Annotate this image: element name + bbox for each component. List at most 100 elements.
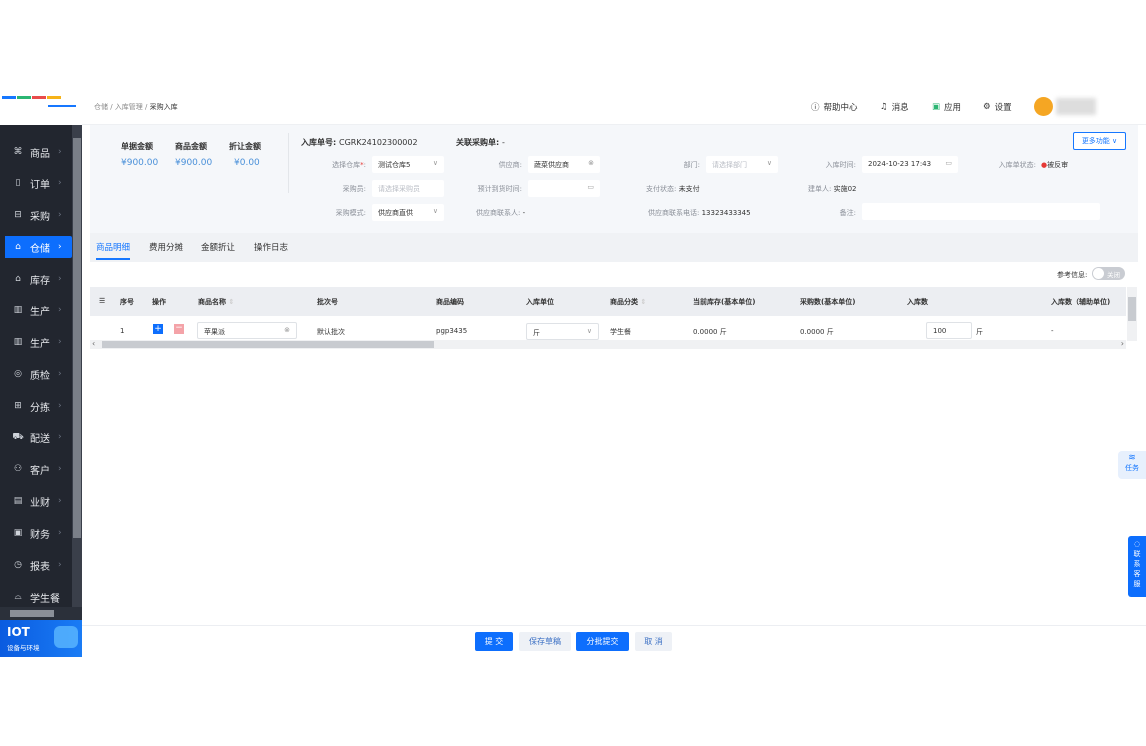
column-settings-icon[interactable]: ☰ (99, 297, 106, 305)
label: 分拣 (30, 402, 50, 414)
summary-label: 单据金额 (121, 142, 153, 151)
buyer-select[interactable]: 请选择采购员 (372, 180, 444, 197)
user-name-blurred[interactable] (1056, 98, 1096, 115)
batch-submit-button[interactable]: 分批提交 (576, 632, 629, 651)
mode-select[interactable]: 供应商直供 ∨ (372, 204, 444, 221)
tab-goods-detail[interactable]: 商品明细 (96, 241, 131, 260)
table-v-scrollbar[interactable] (1127, 287, 1137, 341)
summary-label: 折让金额 (229, 142, 261, 151)
sidebar-item-production[interactable]: ▥ 生产 › (0, 299, 72, 321)
summary-value: ¥900.00 (121, 158, 159, 168)
sidebar-item-reports[interactable]: ◷ 报表 › (0, 554, 72, 576)
pay-status: 支付状态: 未支付 (646, 185, 700, 193)
contact-service-button[interactable]: ◌ 联系客服 (1128, 536, 1146, 597)
sidebar-item-orders[interactable]: ▯ 订单 › (0, 172, 72, 194)
sidebar-item-delivery[interactable]: ⛟ 配送 › (0, 426, 72, 448)
apps-link[interactable]: ▣ 应用 (932, 101, 961, 113)
status-badge: ●被反审 (1041, 161, 1069, 169)
sidebar-item-finance[interactable]: ▣ 财务 › (0, 522, 72, 544)
dept-select[interactable]: 请选择部门 ∨ (706, 156, 778, 173)
ref-info-toggle[interactable]: 关闭 (1092, 267, 1125, 280)
note-input[interactable] (862, 203, 1100, 220)
cell-category: 学生餐 (610, 328, 631, 336)
tab-cost-allocation[interactable]: 费用分摊 (149, 243, 184, 253)
unit-select[interactable]: 斤 ∨ (526, 323, 599, 340)
help-center-link[interactable]: ⓘ 帮助中心 (811, 101, 858, 113)
breadcrumb-item[interactable]: 仓储 (94, 103, 108, 111)
sidebar-item-inventory[interactable]: ⌂ 库存 › (0, 268, 72, 290)
more-functions-button[interactable]: 更多功能 ∨ (1073, 132, 1126, 150)
arrival-label: 预计到货时间: (477, 185, 522, 193)
sidebar-item-goods[interactable]: ⌘ 商品 › (0, 141, 72, 163)
sidebar: ⌘ 商品 › ▯ 订单 › ⊟ 采购 › ⌂ 仓储 › ⌂ 库存 › ▥ 生产 › ▥ 生产 › ◎ 质检 › … (0, 125, 82, 620)
label: 设置 (994, 103, 1012, 113)
add-row-button[interactable]: + (153, 324, 163, 334)
label: 商品 (30, 148, 50, 160)
finance-icon: ▣ (13, 528, 23, 538)
chevron-right-icon: › (58, 305, 62, 315)
factory-icon: ▥ (13, 337, 23, 347)
sidebar-item-customers[interactable]: ⚇ 客户 › (0, 458, 72, 480)
label: 生产 (30, 338, 50, 350)
chevron-down-icon: ∨ (432, 207, 438, 215)
sidebar-item-production-2[interactable]: ▥ 生产 › (0, 331, 72, 353)
submit-button[interactable]: 提 交 (475, 632, 513, 651)
related-order: 关联采购单: - (456, 138, 505, 147)
label: 消息 (891, 103, 909, 113)
cell-batch: 默认批次 (317, 328, 345, 336)
inventory-icon: ⌂ (15, 274, 21, 284)
chevron-right-icon: › (58, 147, 62, 157)
bell-icon: ♫ (880, 102, 888, 112)
sidebar-item-student-meal[interactable]: ⌓ 学生餐 (0, 586, 72, 608)
sidebar-item-qc[interactable]: ◎ 质检 › (0, 363, 72, 385)
iot-subtitle: 设备与环境 (7, 644, 40, 652)
tab-operation-log[interactable]: 操作日志 (254, 243, 289, 253)
warehouse-select[interactable]: 测试仓库5 ∨ (372, 156, 444, 173)
product-name-input[interactable]: 苹果派 ⊗ (197, 322, 297, 339)
sidebar-item-storage[interactable]: ⌂ 仓储 › (5, 236, 72, 258)
remove-row-button[interactable]: − (174, 323, 184, 334)
chevron-right-icon: › (58, 178, 62, 188)
tasks-float-button[interactable]: ≋ 任务 (1118, 451, 1146, 479)
cell-aux-qty: - (1051, 327, 1054, 335)
cancel-button[interactable]: 取 消 (635, 632, 672, 651)
qty-input[interactable]: 100 (926, 322, 972, 339)
cell-code: pgp3435 (436, 327, 468, 335)
col-category[interactable]: 商品分类 ⇕ (610, 298, 647, 306)
tab-discount[interactable]: 金额折让 (201, 243, 236, 253)
supplier-input[interactable]: 蔬菜供应商 ⊗ (528, 156, 600, 173)
settings-link[interactable]: ⚙ 设置 (983, 101, 1012, 113)
time-label: 入库时间: (825, 161, 856, 169)
ref-info-label: 参考信息: (1057, 271, 1088, 279)
label: 订单 (30, 179, 50, 191)
sidebar-scroll-thumb[interactable] (73, 138, 81, 538)
clock-icon: ◷ (14, 560, 22, 570)
col-code: 商品编码 (436, 298, 464, 306)
users-icon: ⚇ (13, 464, 23, 474)
sidebar-item-purchase[interactable]: ⊟ 采购 › (0, 204, 72, 226)
iot-banner[interactable]: IOT 设备与环境 (0, 620, 82, 657)
messages-link[interactable]: ♫ 消息 (880, 101, 909, 113)
clear-icon: ⊗ (284, 326, 290, 334)
chart-icon: ▤ (13, 496, 23, 506)
chevron-right-icon: › (58, 369, 62, 379)
table-h-scrollbar[interactable]: ‹ › (90, 339, 1126, 349)
calendar-icon: ▭ (587, 183, 594, 191)
breadcrumb-item[interactable]: 入库管理 (114, 103, 143, 111)
time-picker[interactable]: 2024-10-23 17:43 ▭ (862, 156, 958, 173)
chevron-down-icon: ∨ (766, 159, 772, 167)
sidebar-h-scrollbar[interactable] (0, 607, 82, 620)
col-name[interactable]: 商品名称 ⇕ (198, 298, 235, 306)
chat-icon: ◌ (1133, 540, 1141, 548)
chevron-right-icon: › (58, 432, 62, 442)
avatar[interactable] (1034, 97, 1053, 116)
save-draft-button[interactable]: 保存草稿 (519, 632, 571, 651)
label: 质检 (30, 370, 50, 382)
sidebar-item-business[interactable]: ▤ 业财 › (0, 490, 72, 512)
label: 库存 (30, 275, 50, 287)
sidebar-item-sorting[interactable]: ⊞ 分拣 › (0, 395, 72, 417)
arrival-date-picker[interactable]: ▭ (528, 180, 600, 197)
clear-icon: ⊗ (588, 159, 594, 167)
chevron-right-icon: › (58, 337, 62, 347)
buyer-label: 采购员: (342, 185, 366, 193)
